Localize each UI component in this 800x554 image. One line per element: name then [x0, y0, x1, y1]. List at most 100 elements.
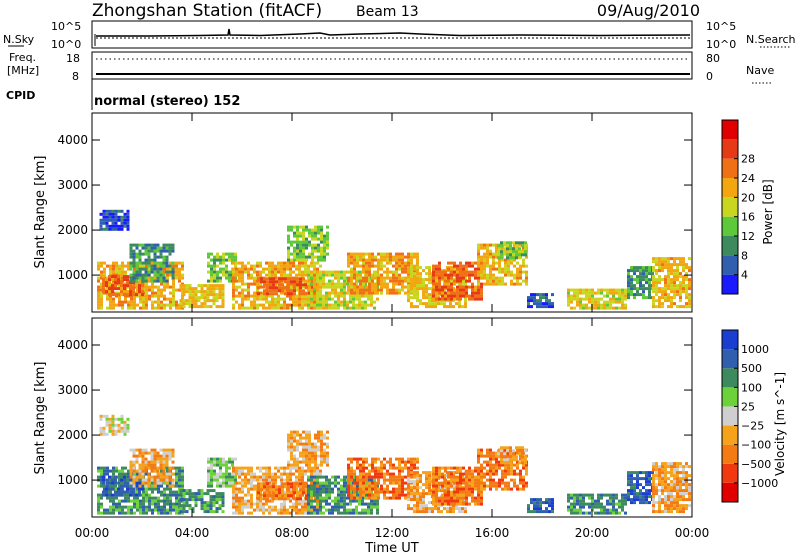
radar-cell: [367, 276, 370, 280]
radar-cell: [331, 306, 334, 310]
radar-cell: [154, 508, 157, 512]
radar-cell: [206, 492, 210, 496]
radar-cell: [117, 227, 121, 231]
radar-cell: [588, 306, 591, 310]
radar-cell: [147, 475, 151, 479]
radar-cell: [135, 448, 139, 452]
radar-cell: [331, 273, 334, 277]
radar-cell: [129, 252, 133, 256]
radar-cell: [117, 281, 120, 285]
radar-cell: [129, 276, 133, 280]
radar-cell: [231, 252, 234, 256]
radar-cell: [159, 276, 163, 280]
radar-cell: [410, 255, 413, 259]
radar-cell: [688, 266, 691, 270]
radar-cell: [100, 493, 103, 497]
radar-cell: [179, 507, 183, 511]
radar-cell: [172, 285, 175, 289]
radar-cell: [296, 277, 299, 281]
radar-cell: [356, 460, 359, 464]
radar-cell: [213, 267, 216, 271]
radar-cell: [277, 261, 280, 265]
radar-cell: [314, 497, 317, 501]
radar-cell: [153, 457, 157, 461]
radar-cell: [316, 267, 319, 271]
radar-cell: [305, 283, 308, 287]
radar-cell: [99, 218, 103, 222]
radar-cell: [289, 499, 292, 503]
radar-cell: [304, 264, 307, 268]
radar-cell: [304, 300, 307, 304]
radar-cell: [658, 299, 661, 303]
radar-cell: [588, 297, 591, 301]
radar-cell: [359, 469, 362, 473]
radar-cell: [334, 294, 337, 298]
radar-cell: [171, 270, 175, 274]
radar-cell: [293, 249, 296, 253]
radar-cell: [244, 475, 247, 479]
radar-cell: [652, 299, 655, 303]
radar-cell: [453, 261, 456, 265]
radar-cell: [308, 457, 311, 461]
radar-cell: [392, 279, 395, 283]
radar-cell: [215, 501, 219, 505]
radar-cell: [218, 284, 222, 288]
radar-cell: [247, 273, 250, 277]
radar-cell: [459, 261, 462, 265]
radar-cell: [326, 225, 329, 229]
radar-cell: [302, 240, 305, 244]
radar-cell: [486, 255, 489, 259]
radar-cell: [263, 277, 266, 281]
radar-cell: [449, 302, 452, 306]
radar-cell: [570, 288, 573, 292]
noise-right-tick-bottom: 10^0: [706, 38, 736, 51]
radar-cell: [284, 286, 287, 290]
radar-cell: [316, 496, 319, 500]
radar-cell: [362, 457, 365, 461]
radar-cell: [404, 264, 407, 268]
radar-cell: [108, 475, 111, 479]
radar-cell: [271, 303, 274, 307]
radar-cell: [374, 487, 377, 491]
radar-cell: [521, 241, 524, 245]
radar-cell: [247, 288, 250, 292]
radar-cell: [633, 278, 636, 282]
radar-cell: [171, 484, 175, 488]
radar-cell: [141, 290, 144, 294]
radar-cell: [450, 294, 453, 298]
radar-cell: [320, 463, 323, 467]
radar-cell: [310, 469, 313, 473]
radar-cell: [322, 303, 325, 307]
radar-cell: [182, 284, 186, 288]
radar-cell: [658, 260, 661, 264]
radar-cell: [419, 272, 422, 276]
radar-cell: [287, 445, 290, 449]
radar-cell: [238, 508, 241, 512]
radar-cell: [639, 293, 642, 297]
radar-cell: [253, 294, 256, 298]
radar-cell: [263, 497, 266, 501]
radar-cell: [260, 485, 263, 489]
radar-cell: [521, 250, 524, 254]
radar-cell: [123, 293, 126, 297]
radar-cell: [235, 273, 238, 277]
radar-cell: [109, 264, 112, 268]
radar-cell: [503, 247, 506, 251]
radar-cell: [507, 258, 510, 262]
radar-cell: [428, 266, 431, 270]
radar-cell: [207, 466, 210, 470]
radar-cell: [141, 466, 145, 470]
radar-cell: [361, 511, 364, 515]
radar-cell: [283, 303, 286, 307]
radar-cell: [422, 501, 425, 505]
radar-cell: [171, 243, 175, 247]
radar-cell: [108, 429, 112, 433]
radar-cell: [247, 499, 250, 503]
radar-cell: [576, 300, 579, 304]
radar-cell: [359, 279, 362, 283]
radar-cell: [97, 469, 100, 473]
radar-cell: [206, 299, 210, 303]
radar-cell: [225, 481, 228, 485]
radar-cell: [307, 282, 310, 286]
radar-cell: [504, 273, 507, 277]
